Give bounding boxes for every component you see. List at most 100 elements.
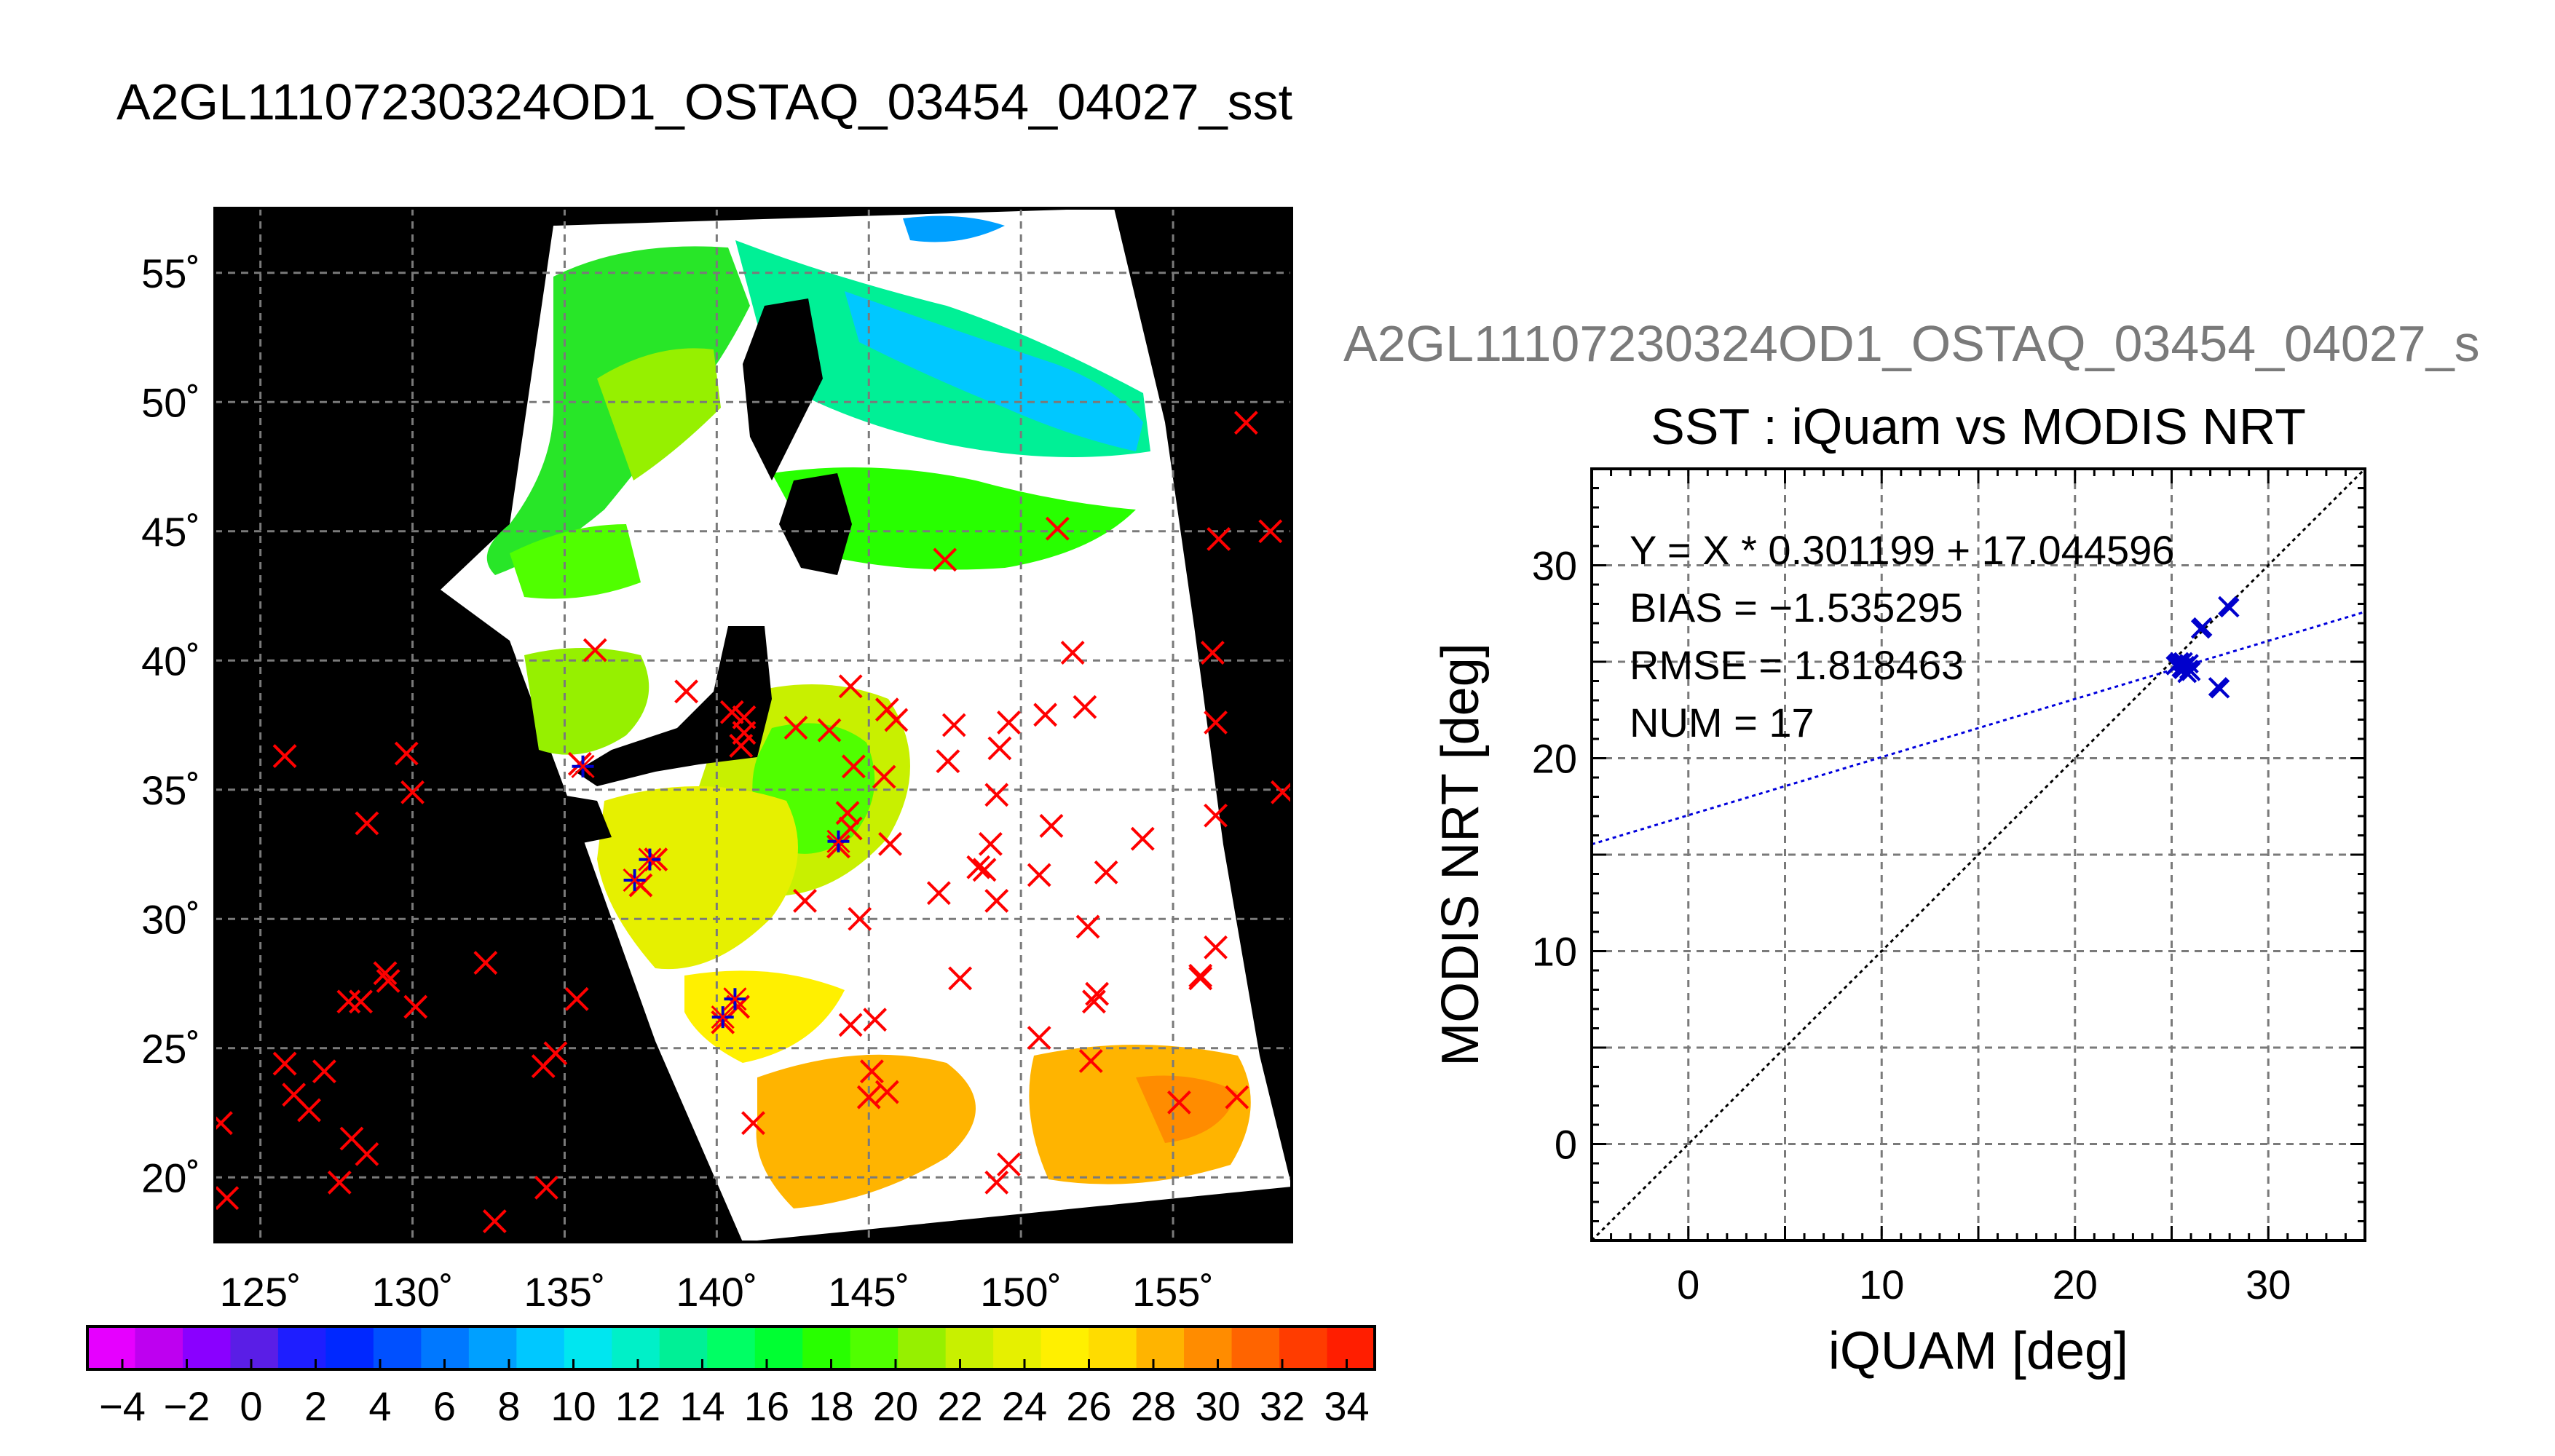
- scatter-tick-marks: [1590, 467, 2366, 1242]
- map-lat-label: 20˚: [141, 1155, 200, 1200]
- colorbar-swatch: [230, 1326, 279, 1369]
- colorbar-label: 20: [873, 1383, 918, 1429]
- colorbar-swatch: [898, 1326, 947, 1369]
- colorbar-swatch: [564, 1326, 612, 1369]
- iquam-marker: [297, 1098, 321, 1123]
- scatter-points: [2165, 596, 2240, 699]
- iquam-marker: [1271, 780, 1292, 804]
- iquam-marker: [1027, 863, 1051, 887]
- iquam-marker: [1045, 516, 1070, 541]
- iquam-marker: [355, 1142, 379, 1166]
- scatter-title: SST : iQuam vs MODIS NRT: [1651, 398, 2306, 455]
- scatter-point: [2179, 660, 2199, 680]
- iquam-marker: [793, 888, 817, 913]
- map-lon-label: 135˚: [524, 1269, 605, 1315]
- colorbar-label: 34: [1324, 1383, 1369, 1429]
- scatter-stat-line: BIAS = −1.535295: [1630, 585, 1963, 630]
- map-lon-label: 155˚: [1132, 1269, 1214, 1315]
- colorbar-swatch: [707, 1326, 756, 1369]
- iquam-marker: [997, 1152, 1021, 1176]
- iquam-marker: [835, 801, 860, 826]
- colorbar-label: 12: [615, 1383, 660, 1429]
- iquam-marker: [403, 994, 428, 1019]
- map-lat-label: 55˚: [141, 250, 200, 296]
- colorbar-swatches: [87, 1326, 1375, 1369]
- iquam-marker: [997, 711, 1021, 735]
- iquam-marker: [966, 855, 991, 879]
- colorbar-swatch: [612, 1326, 660, 1369]
- colorbar-swatch: [1184, 1326, 1233, 1369]
- colorbar-label: 0: [240, 1383, 262, 1429]
- colorbar-swatch: [182, 1326, 231, 1369]
- matchup-marker: [638, 847, 662, 871]
- colorbar-swatch: [659, 1326, 708, 1369]
- map-lat-label: 30˚: [141, 896, 200, 942]
- colorbar-label: 32: [1260, 1383, 1305, 1429]
- colorbar-label: 30: [1195, 1383, 1240, 1429]
- map-lat-label: 25˚: [141, 1026, 200, 1072]
- iquam-marker: [984, 1170, 1009, 1195]
- iquam-marker: [327, 1170, 352, 1195]
- iquam-marker: [1060, 641, 1085, 665]
- scatter-stat-line: RMSE = 1.818463: [1630, 642, 1964, 688]
- map-lon-label: 140˚: [676, 1269, 757, 1315]
- iquam-marker: [1204, 711, 1228, 735]
- iquam-marker: [838, 674, 863, 699]
- iquam-marker: [1033, 703, 1057, 727]
- matchup-marker: [711, 1005, 735, 1029]
- map-lat-label: 50˚: [141, 379, 200, 425]
- scatter-ytick-label: 30: [1532, 543, 1577, 589]
- iquam-marker: [336, 989, 361, 1014]
- colorbar-label: −4: [99, 1383, 146, 1429]
- iquam-marker: [1082, 989, 1106, 1014]
- iquam-marker: [884, 708, 909, 732]
- iquam-marker: [936, 749, 960, 774]
- scatter-ytick-label: 20: [1532, 736, 1577, 782]
- colorbar-swatch: [516, 1326, 565, 1369]
- colorbar-label: 28: [1131, 1383, 1176, 1429]
- colorbar-swatch: [1136, 1326, 1185, 1369]
- map-markers: [215, 411, 1292, 1234]
- iquam-marker: [987, 736, 1012, 761]
- iquam-marker: [473, 951, 498, 976]
- scatter-panel: SST : iQuam vs MODIS NRT 0 10 20 300102030 …: [1431, 398, 2366, 1380]
- matchup-marker: [826, 829, 850, 853]
- iquam-marker: [355, 811, 379, 836]
- map-frame: [213, 207, 1293, 1243]
- iquam-marker: [783, 716, 808, 740]
- colorbar-swatch: [945, 1326, 994, 1369]
- scatter-ytick-label: 10: [1532, 929, 1577, 975]
- iquam-marker: [1130, 826, 1155, 851]
- colorbar-label: 2: [304, 1383, 327, 1429]
- iquam-marker: [863, 1008, 888, 1032]
- iquam-marker: [948, 966, 973, 991]
- colorbar-swatch: [1040, 1326, 1089, 1369]
- iquam-marker: [1073, 695, 1097, 719]
- iquam-marker: [272, 744, 297, 769]
- iquam-marker: [1039, 814, 1064, 838]
- iquam-marker: [941, 713, 966, 737]
- colorbar-swatch: [802, 1326, 851, 1369]
- colorbar-swatch: [1089, 1326, 1137, 1369]
- iquam-marker: [400, 780, 424, 804]
- colorbar-label: 4: [368, 1383, 391, 1429]
- colorbar-swatch: [325, 1326, 374, 1369]
- colorbar: −4 −2 0 2 4 6 8 10 12 14 16 18 20 22 24 26 28 30 32 34: [86, 1325, 1376, 1429]
- matchup-marker: [571, 754, 595, 778]
- iquam-marker: [841, 754, 866, 779]
- colorbar-frame: [86, 1325, 1376, 1371]
- iquam-marker: [534, 1176, 558, 1200]
- colorbar-label: 6: [433, 1383, 456, 1429]
- colorbar-swatch: [277, 1326, 326, 1369]
- iquam-marker: [848, 906, 872, 931]
- iquam-marker: [1085, 981, 1110, 1006]
- iquam-marker: [215, 1111, 233, 1136]
- iquam-marker: [1258, 519, 1283, 544]
- iquam-marker: [1233, 411, 1258, 435]
- scatter-xtick-label: 10: [1859, 1262, 1904, 1307]
- iquam-marker: [741, 1111, 765, 1136]
- iquam-marker: [583, 638, 607, 662]
- iquam-marker: [984, 783, 1009, 807]
- iquam-marker: [1204, 803, 1228, 828]
- map-lon-label: 150˚: [980, 1269, 1062, 1315]
